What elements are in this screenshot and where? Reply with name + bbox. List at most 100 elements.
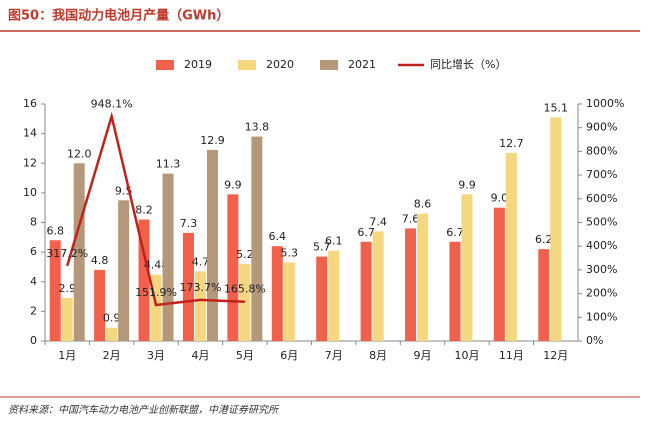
x-tick-label: 2月 xyxy=(103,349,121,362)
bar xyxy=(118,200,130,341)
bar xyxy=(239,263,251,341)
bar xyxy=(182,232,194,341)
bar xyxy=(61,298,73,341)
value-label: 12.9 xyxy=(200,134,225,147)
line-label: 151.9% xyxy=(135,286,177,299)
bar xyxy=(150,274,162,341)
value-label: 6.8 xyxy=(46,224,64,237)
x-tick-label: 9月 xyxy=(414,349,432,362)
value-label: 2.9 xyxy=(58,282,76,295)
legend-label: 2020 xyxy=(266,58,294,71)
bar xyxy=(405,228,417,341)
value-label: 8.2 xyxy=(135,204,153,217)
value-label: 7.6 xyxy=(402,212,420,225)
value-label: 13.8 xyxy=(245,121,270,134)
value-label: 0.9 xyxy=(103,312,121,325)
value-label: 6.1 xyxy=(325,235,343,248)
bar xyxy=(417,213,429,341)
bar xyxy=(550,117,562,341)
value-label: 6.4 xyxy=(269,230,287,243)
value-label: 15.1 xyxy=(544,101,569,114)
y2-tick-label: 900% xyxy=(586,121,617,134)
y-tick-label: 2 xyxy=(30,304,37,317)
legend-swatch xyxy=(156,60,174,70)
x-tick-label: 3月 xyxy=(147,349,165,362)
bar xyxy=(271,246,283,341)
legend-label: 2019 xyxy=(184,58,212,71)
value-label: 6.7 xyxy=(357,226,375,239)
bar xyxy=(538,249,550,341)
line-label: 317.2% xyxy=(46,247,88,260)
value-label: 5.2 xyxy=(236,248,254,261)
y2-tick-label: 400% xyxy=(586,239,617,252)
value-label: 4.48 xyxy=(144,259,169,272)
value-label: 6.2 xyxy=(535,233,553,246)
y2-tick-label: 0% xyxy=(586,334,603,347)
bar xyxy=(251,136,263,341)
bar xyxy=(162,173,174,341)
value-label: 5.7 xyxy=(313,241,331,254)
bar xyxy=(138,219,150,341)
bar xyxy=(227,194,239,341)
bar xyxy=(316,256,328,341)
x-tick-label: 10月 xyxy=(454,349,479,362)
legend-label: 2021 xyxy=(348,58,376,71)
y2-tick-label: 800% xyxy=(586,144,617,157)
value-label: 11.3 xyxy=(156,158,181,171)
legend-swatch xyxy=(320,60,338,70)
value-label: 5.3 xyxy=(281,246,299,259)
y-tick-label: 12 xyxy=(23,156,37,169)
y2-tick-label: 700% xyxy=(586,168,617,181)
y2-tick-label: 500% xyxy=(586,216,617,229)
value-label: 6.7 xyxy=(446,226,464,239)
bar xyxy=(73,163,85,341)
x-tick-label: 11月 xyxy=(499,349,524,362)
bar xyxy=(49,240,61,341)
value-label: 9.9 xyxy=(458,178,476,191)
x-tick-label: 12月 xyxy=(543,349,568,362)
bar xyxy=(461,194,473,341)
legend-swatch xyxy=(238,60,256,70)
value-label: 12.0 xyxy=(67,147,92,160)
y-tick-label: 4 xyxy=(30,275,37,288)
bar xyxy=(328,250,340,341)
value-label: 7.3 xyxy=(180,217,198,230)
value-label: 7.4 xyxy=(369,215,387,228)
bar xyxy=(372,231,384,341)
y2-tick-label: 300% xyxy=(586,263,617,276)
bar xyxy=(493,207,505,341)
legend-label: 同比增长（%） xyxy=(430,57,506,71)
y2-tick-label: 100% xyxy=(586,310,617,323)
y-tick-label: 10 xyxy=(23,186,37,199)
value-label: 9.9 xyxy=(224,178,242,191)
y2-tick-label: 200% xyxy=(586,287,617,300)
x-tick-label: 5月 xyxy=(236,349,254,362)
bar xyxy=(360,241,372,341)
x-tick-label: 8月 xyxy=(369,349,387,362)
x-tick-label: 4月 xyxy=(191,349,209,362)
y-tick-label: 16 xyxy=(23,97,37,110)
x-tick-label: 1月 xyxy=(58,349,76,362)
bar xyxy=(94,269,106,341)
value-label: 4.7 xyxy=(192,255,210,268)
value-label: 9.0 xyxy=(491,192,509,205)
y-tick-label: 14 xyxy=(23,127,37,140)
bar xyxy=(206,149,218,341)
y-tick-label: 6 xyxy=(30,245,37,258)
source: 资料来源：中国汽车动力电池产业创新联盟，中港证券研究所 xyxy=(8,404,280,416)
bar xyxy=(194,271,206,341)
y2-tick-label: 1000% xyxy=(586,97,624,110)
y-tick-label: 0 xyxy=(30,334,37,347)
y2-tick-label: 600% xyxy=(586,192,617,205)
x-tick-label: 7月 xyxy=(325,349,343,362)
line-label: 173.7% xyxy=(179,281,221,294)
line xyxy=(66,111,245,307)
value-label: 4.8 xyxy=(91,254,109,267)
line-label: 948.1% xyxy=(91,97,133,110)
bar xyxy=(449,241,461,341)
x-tick-label: 6月 xyxy=(280,349,298,362)
chart-title: 图50：我国动力电池月产量（GWh） xyxy=(8,8,229,24)
bar xyxy=(106,327,118,341)
value-label: 12.7 xyxy=(499,137,524,150)
